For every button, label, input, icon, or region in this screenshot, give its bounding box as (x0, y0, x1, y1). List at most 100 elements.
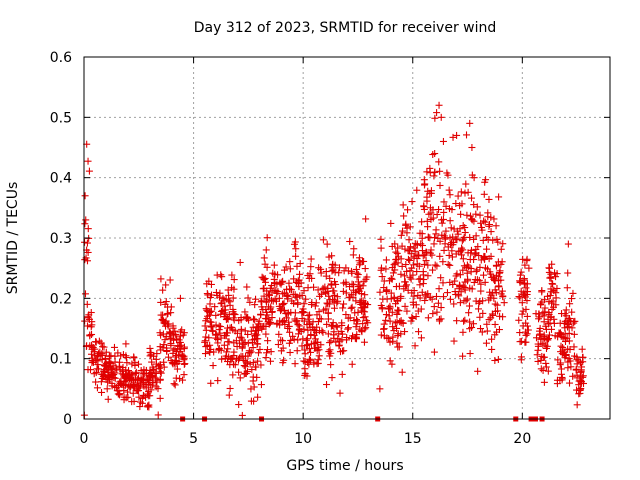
data-point (324, 284, 332, 292)
data-point (546, 292, 554, 300)
data-point (249, 344, 257, 352)
data-point (554, 356, 562, 364)
y-tick-label: 0.3 (50, 231, 72, 247)
data-point (326, 339, 334, 347)
data-point (347, 304, 355, 312)
data-point (406, 223, 414, 231)
data-point (352, 265, 360, 273)
data-point (284, 309, 292, 317)
data-point (157, 275, 165, 283)
data-point (211, 303, 219, 311)
data-point (166, 328, 174, 336)
data-point (428, 251, 436, 259)
data-point (545, 335, 553, 343)
data-point (291, 238, 299, 246)
data-point (300, 317, 308, 325)
data-point (228, 271, 236, 279)
data-point (500, 299, 508, 307)
data-point (224, 338, 232, 346)
data-point (98, 374, 106, 382)
data-point (397, 231, 405, 239)
data-point (429, 266, 437, 274)
data-point (244, 294, 252, 302)
data-point (517, 353, 525, 361)
x-tick-label: 20 (513, 431, 531, 447)
data-point (314, 356, 322, 364)
data-point (323, 381, 331, 389)
data-point (476, 313, 484, 321)
data-point (453, 236, 461, 244)
data-point (144, 403, 152, 411)
data-point (487, 252, 495, 260)
data-point (460, 297, 468, 305)
data-point (225, 291, 233, 299)
data-point (273, 320, 281, 328)
data-point (387, 219, 395, 227)
data-point (250, 397, 258, 405)
data-point (472, 210, 480, 218)
data-point (470, 278, 478, 286)
data-point (247, 385, 255, 393)
data-point (408, 264, 416, 272)
data-point (565, 337, 573, 345)
data-point (300, 308, 308, 316)
data-point (399, 319, 407, 327)
data-point (348, 303, 356, 311)
data-point (479, 297, 487, 305)
data-point (413, 260, 421, 268)
data-point (136, 384, 144, 392)
data-point (243, 283, 251, 291)
data-point (499, 313, 507, 321)
data-point (463, 211, 471, 219)
data-point (470, 320, 478, 328)
data-point (435, 285, 443, 293)
data-point (290, 299, 298, 307)
data-point (246, 298, 254, 306)
data-point (260, 254, 268, 262)
data-point (337, 348, 345, 356)
data-point (270, 261, 278, 269)
data-point (573, 401, 581, 409)
data-point (311, 327, 319, 335)
data-point (460, 317, 468, 325)
data-point (542, 363, 550, 371)
data-point (292, 245, 300, 253)
y-tick-label: 0.1 (50, 352, 72, 368)
data-point (129, 382, 137, 390)
data-point (215, 344, 223, 352)
data-point (431, 168, 439, 176)
data-point (413, 240, 421, 248)
data-point (263, 287, 271, 295)
data-point (129, 389, 137, 397)
data-point (488, 335, 496, 343)
data-point (160, 358, 168, 366)
data-point (380, 284, 388, 292)
data-point (241, 327, 249, 335)
data-point (377, 266, 385, 274)
data-point (156, 368, 164, 376)
data-point (345, 294, 353, 302)
data-point (377, 302, 385, 310)
data-point (201, 338, 209, 346)
data-point (566, 300, 574, 308)
data-point (315, 352, 323, 360)
data-point (108, 379, 116, 387)
data-point (570, 330, 578, 338)
data-point (436, 252, 444, 260)
data-point (437, 274, 445, 282)
data-point (525, 264, 533, 272)
data-point (92, 338, 100, 346)
data-point (557, 365, 565, 373)
data-point (481, 218, 489, 226)
data-point (553, 270, 561, 278)
data-point (545, 331, 553, 339)
data-point (229, 371, 237, 379)
data-point (429, 310, 437, 318)
data-point (564, 316, 572, 324)
data-point (477, 280, 485, 288)
data-point (377, 331, 385, 339)
data-point (103, 385, 111, 393)
data-point (125, 367, 133, 375)
data-point (353, 331, 361, 339)
data-point (462, 180, 470, 188)
